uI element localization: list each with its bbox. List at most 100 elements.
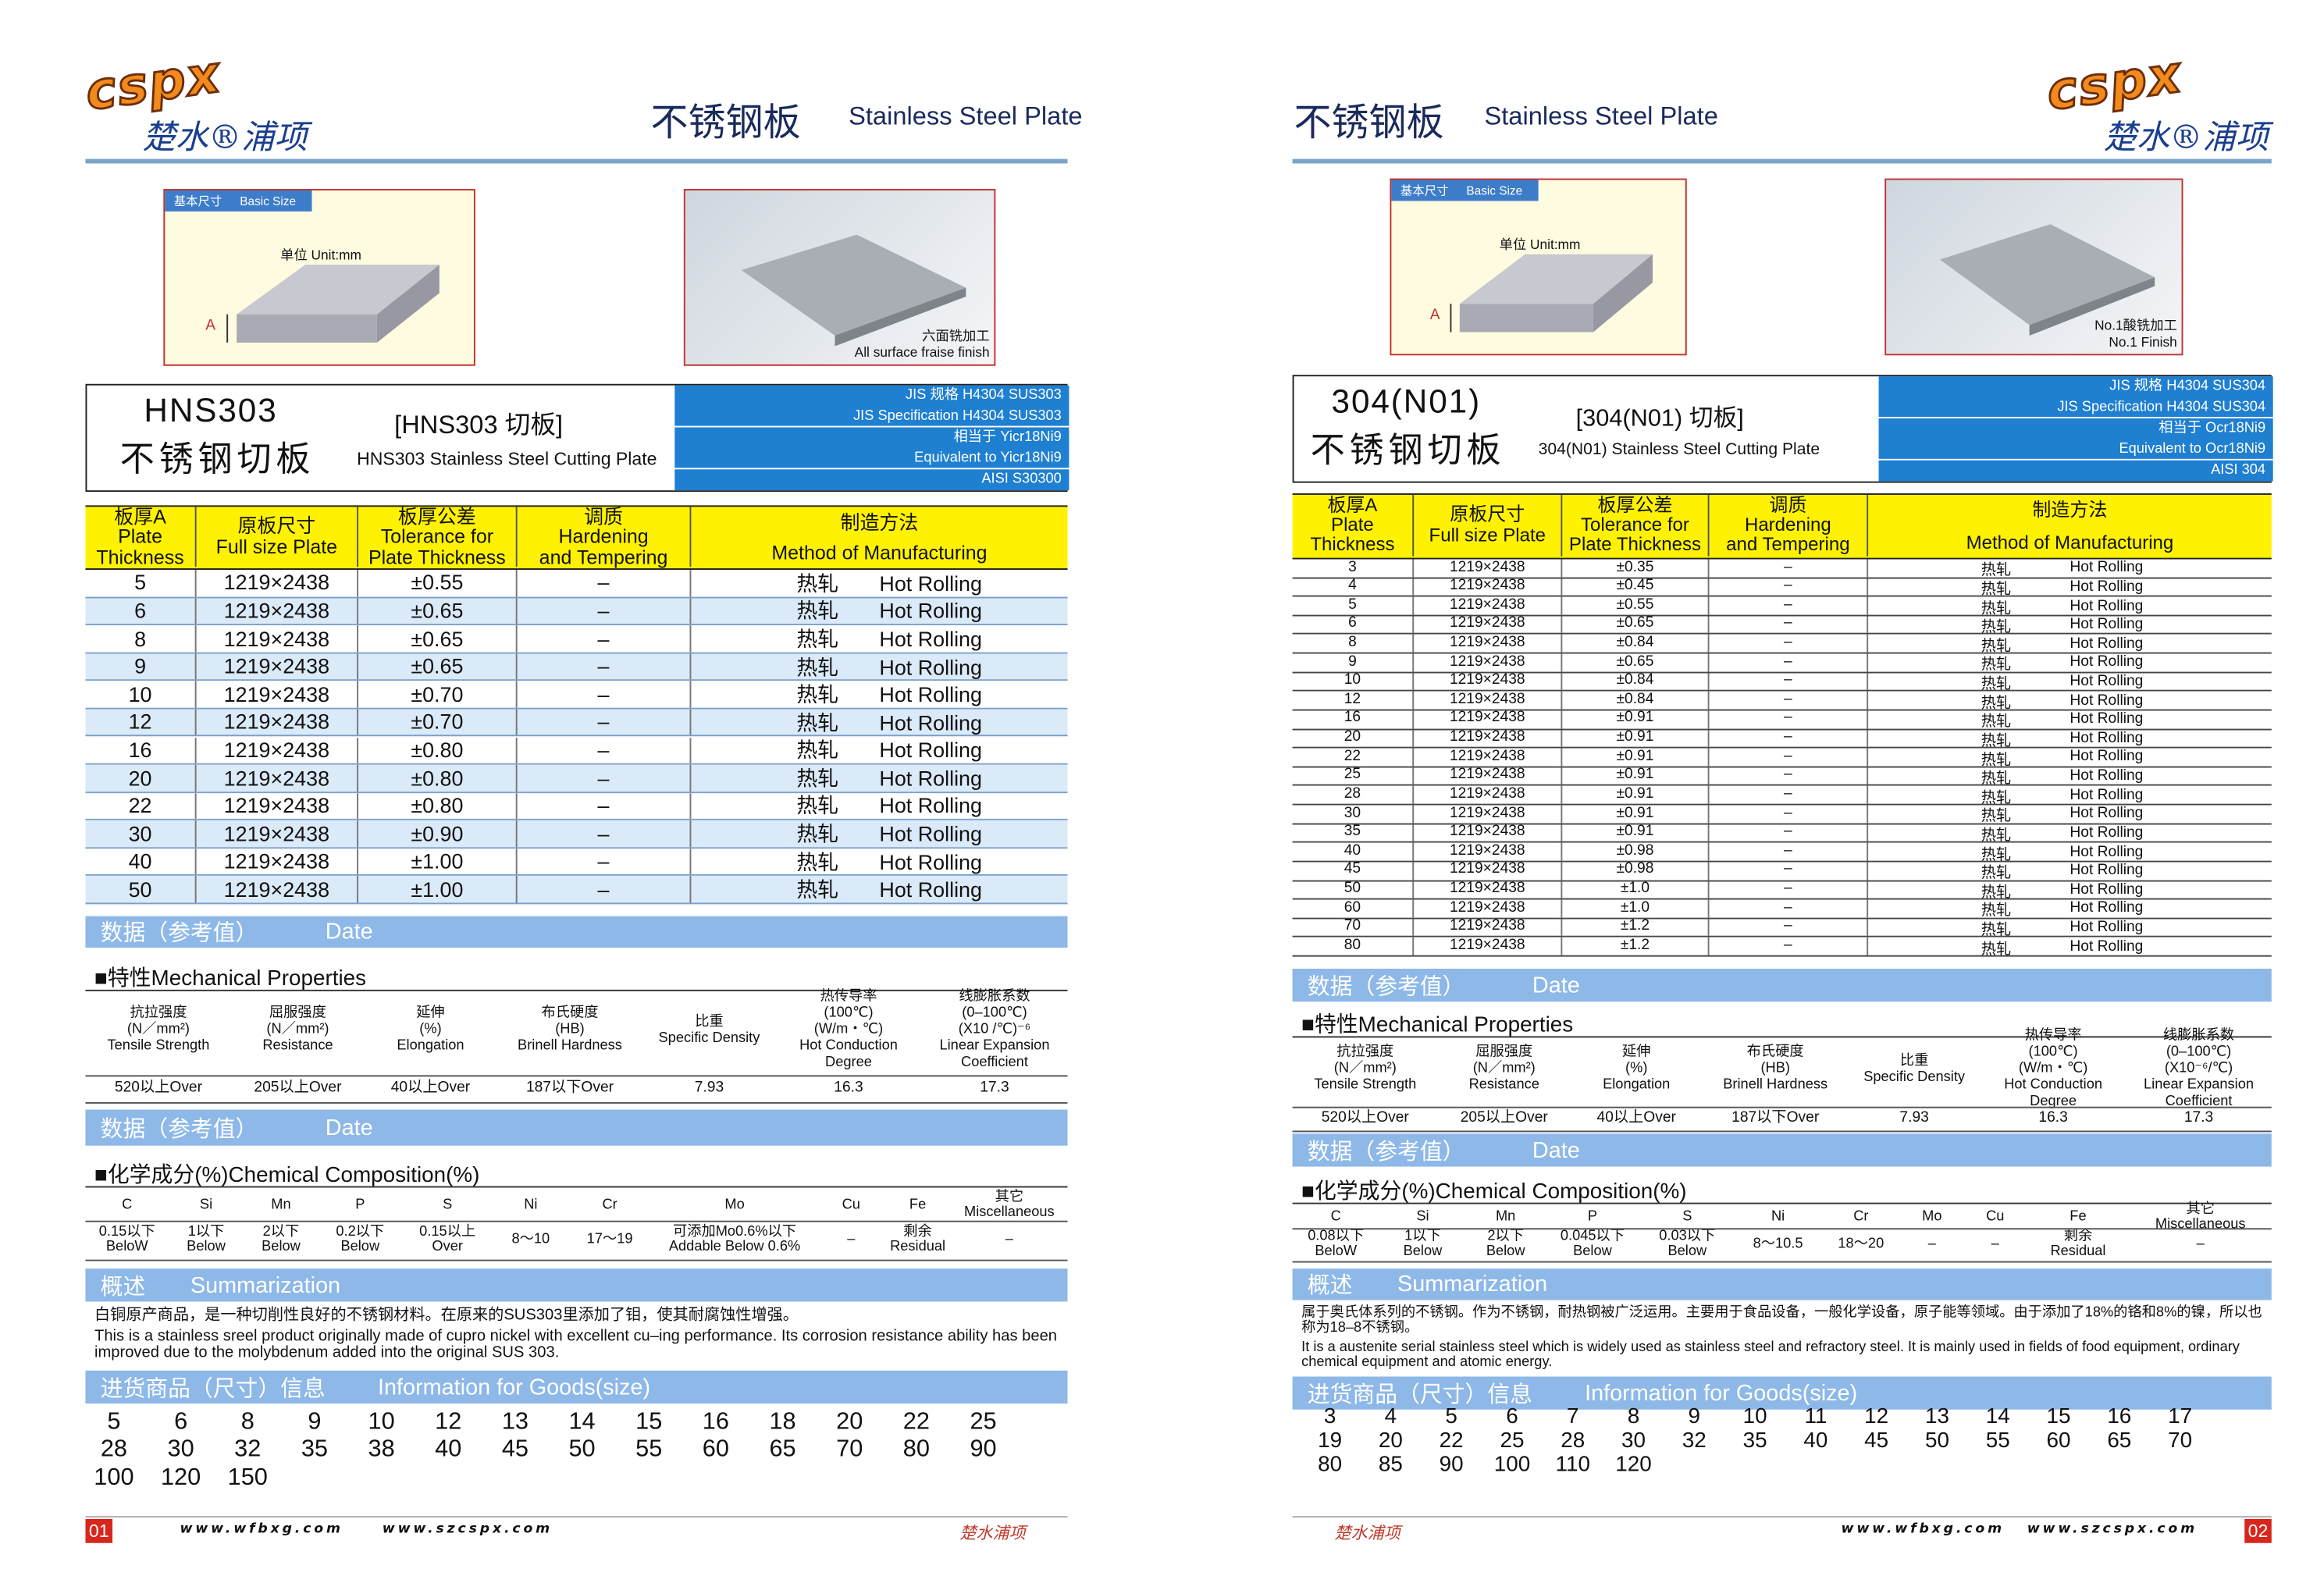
- logo: cspx 楚水®浦项: [81, 44, 310, 158]
- table-cell: 1219×2438: [197, 625, 359, 653]
- method-cn: 热轧: [1981, 846, 2012, 863]
- table-row: 16 1219×2438 ±0.91 – 热轧 Hot Rolling: [1292, 710, 2272, 731]
- chem-value-line: 18～20: [1838, 1235, 1884, 1253]
- table-cell: 1219×2438: [1414, 597, 1563, 615]
- mech-header: 延伸 (%) Elongation: [1570, 1035, 1702, 1105]
- table-cell: 5: [1293, 597, 1415, 615]
- header-cell: 制造方法 Method of Manufacturing: [691, 507, 1067, 567]
- goods-size: 120: [148, 1465, 215, 1493]
- chem-value-line: 剩余: [903, 1223, 932, 1240]
- table-cell: 1219×2438: [1414, 634, 1563, 653]
- goods-size-text: 55: [1985, 1429, 2010, 1454]
- summary-text: 白铜原产商品，是一种切削性良好的不锈钢材料。在原来的SUS303里添加了钼，使其…: [94, 1307, 1062, 1374]
- mech-header-line: Specific Density: [1863, 1068, 1966, 1085]
- table-cell: –: [1710, 805, 1869, 823]
- goods-size-text: 18: [769, 1409, 796, 1435]
- cell-text: –: [1784, 842, 1792, 859]
- chem-header-line: S: [443, 1197, 453, 1214]
- mech-value-text: 7.93: [1899, 1109, 1929, 1126]
- table-cell: ±1.0: [1562, 880, 1710, 898]
- cell-text: ±1.0: [1620, 880, 1650, 897]
- goods-size: 45: [482, 1437, 549, 1465]
- goods-size: 35: [1724, 1430, 1785, 1455]
- table-cell: 16: [1293, 710, 1415, 728]
- cell-text: 8: [1348, 634, 1357, 651]
- method-cell: 热轧 Hot Rolling: [1868, 730, 2272, 749]
- product-box: HNS303 不锈钢切板 [HNS303 切板] HNS303 Stainless S…: [85, 383, 1069, 493]
- chem-value-line: –: [847, 1231, 856, 1248]
- cell-text: ±1.0: [1620, 899, 1650, 916]
- table-cell: –: [518, 820, 692, 848]
- goods-size-text: 100: [94, 1464, 134, 1491]
- cell-text: 1219×2438: [1449, 824, 1525, 841]
- cell-text: 1219×2438: [223, 793, 330, 818]
- cell-text: 1219×2438: [1449, 728, 1525, 745]
- method-cn: 热轧: [796, 626, 839, 651]
- goods-size-text: 30: [1621, 1429, 1646, 1454]
- section-bar-cn: 数据（参考值）: [1307, 973, 1465, 1000]
- table-cell: –: [1710, 578, 1869, 596]
- chem-header-line: S: [1682, 1208, 1692, 1225]
- cell-text: 12: [1344, 691, 1361, 708]
- rule: [1292, 1261, 2272, 1263]
- goods-size-text: 40: [1803, 1429, 1828, 1454]
- table-row: 6 1219×2438 ±0.65 – 热轧 Hot Rolling: [85, 597, 1068, 626]
- header-line: 制造方法: [840, 511, 919, 534]
- mech-header: 延伸 (%) Elongation: [364, 990, 496, 1073]
- cell-text: 1219×2438: [1449, 634, 1525, 651]
- cell-text: –: [597, 793, 610, 818]
- cell-text: ±0.91: [1616, 728, 1654, 745]
- header-cell: 板厚A Plate Thickness: [85, 506, 197, 567]
- method-en: Hot Rolling: [2070, 900, 2144, 917]
- chem-header: Mn: [244, 1192, 319, 1219]
- section-bar-en: Date: [1532, 1137, 1580, 1163]
- cell-text: 1219×2438: [1449, 804, 1525, 821]
- method-en: Hot Rolling: [879, 794, 982, 818]
- goods-size: 65: [749, 1437, 817, 1465]
- rule: [85, 1075, 1068, 1077]
- mech-value-text: 17.3: [2183, 1109, 2214, 1126]
- goods-size-text: 45: [501, 1437, 529, 1463]
- goods-size: 11: [1785, 1406, 1846, 1431]
- method-en: Hot Rolling: [2070, 843, 2144, 860]
- cell-text: 1219×2438: [1449, 558, 1525, 575]
- chem-value: 0.045以下 Below: [1545, 1228, 1639, 1261]
- table-cell: 40: [85, 848, 197, 875]
- chem-header: Cu: [1963, 1206, 2027, 1229]
- method-cell: 热轧 Hot Rolling: [1868, 692, 2272, 712]
- method-cell: 热轧 Hot Rolling: [691, 877, 1067, 903]
- chem-value-line: –: [2196, 1235, 2205, 1253]
- mech-header-line: (%): [1625, 1060, 1648, 1077]
- goods-size-text: 15: [2046, 1405, 2071, 1430]
- chem-value-line: 0.15以下: [98, 1223, 155, 1240]
- cell-text: ±0.65: [411, 598, 464, 623]
- header-line: 板厚公差: [397, 504, 476, 528]
- method-cell: 热轧 Hot Rolling: [691, 570, 1067, 596]
- section-bar-en: Summarization: [1397, 1272, 1548, 1297]
- header-line: Plate: [118, 525, 163, 548]
- method-en: Hot Rolling: [2070, 711, 2144, 728]
- mech-value-text: 17.3: [980, 1079, 1009, 1096]
- goods-size: 40: [1785, 1429, 1846, 1455]
- cell-text: –: [597, 681, 610, 706]
- table-cell: 1219×2438: [1414, 919, 1563, 937]
- mech-header: 热传导率 (100℃) (W/m・℃) Hot Conduction Degree: [775, 988, 921, 1073]
- section-bar: 数据（参考值） Date: [85, 1109, 1068, 1146]
- table-cell: –: [518, 792, 692, 820]
- goods-size: 10: [348, 1410, 415, 1438]
- cell-text: –: [1784, 899, 1792, 916]
- table-cell: 1219×2438: [197, 709, 359, 736]
- cell-text: 80: [1344, 937, 1361, 954]
- goods-size-text: 8: [240, 1409, 254, 1435]
- header-line: Tolerance for: [380, 525, 494, 548]
- mech-header-line: (HB): [1760, 1060, 1790, 1077]
- cell-text: 1219×2438: [1449, 577, 1525, 595]
- chem-header-line: Mn: [1495, 1208, 1516, 1225]
- mech-value: 40以上Over: [364, 1075, 496, 1102]
- table-cell: ±0.91: [1562, 710, 1710, 728]
- mech-header-line: 延伸: [416, 1005, 445, 1022]
- mech-header-line: (HB): [555, 1021, 585, 1038]
- table-cell: 1219×2438: [197, 848, 359, 875]
